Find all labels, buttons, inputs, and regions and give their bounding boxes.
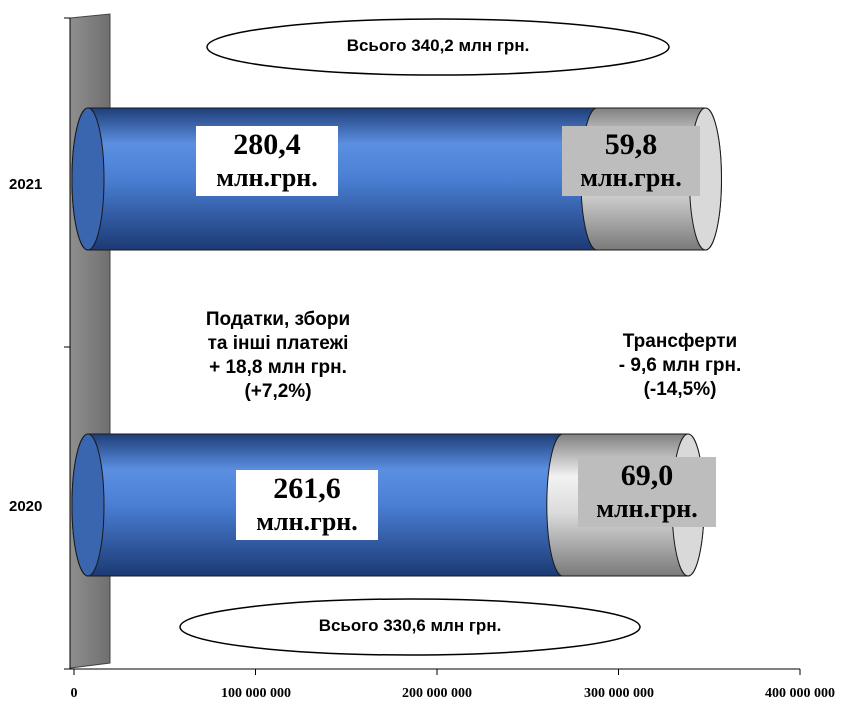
- annotation-line: + 18,8 млн грн.: [209, 357, 347, 378]
- value-number: 280,4: [233, 128, 301, 161]
- category-label-2021: 2021: [9, 176, 43, 193]
- annotation-line: (+7,2%): [244, 381, 312, 402]
- value-label-2021-taxes: 280,4 млн.грн.: [196, 126, 338, 196]
- total-label-2020: Всього 330,6 млн грн.: [318, 616, 502, 635]
- taxes-change-annotation: Податки, збори та інші платежі + 18,8 мл…: [160, 308, 396, 404]
- annotation-line: (-14,5%): [643, 379, 717, 400]
- x-tick-label: 100 000 000: [221, 686, 291, 701]
- total-label-2021: Всього 340,2 млн грн.: [346, 36, 530, 55]
- annotation-line: - 9,6 млн грн.: [618, 355, 742, 376]
- value-number: 261,6: [273, 472, 341, 505]
- annotation-line: Трансферти: [622, 331, 738, 352]
- total-ellipse-2021: [206, 18, 670, 76]
- x-tick-label: 0: [70, 686, 78, 701]
- value-label-2020-taxes: 261,6 млн.грн.: [236, 470, 378, 540]
- value-unit: млн.грн.: [580, 163, 682, 192]
- bar-2021-series-0: [71, 107, 614, 251]
- annotation-line: та інші платежі: [207, 333, 349, 354]
- bar-2020-left-cap: [71, 433, 105, 577]
- value-unit: млн.грн.: [596, 494, 698, 523]
- value-label-2021-transfers: 59,8 млн.грн.: [562, 126, 700, 196]
- value-unit: млн.грн.: [216, 163, 318, 192]
- bar-2021-left-cap: [71, 107, 105, 251]
- x-tick-label: 300 000 000: [584, 686, 654, 701]
- annotation-line: Податки, збори: [205, 309, 351, 330]
- value-number: 69,0: [620, 459, 674, 492]
- x-tick-label: 400 000 000: [765, 686, 835, 701]
- value-unit: млн.грн.: [256, 507, 358, 536]
- total-ellipse-2020: [179, 598, 641, 656]
- x-tick-label: 200 000 000: [402, 686, 472, 701]
- value-label-2020-transfers: 69,0 млн.грн.: [578, 457, 716, 527]
- value-number: 59,8: [604, 128, 658, 161]
- category-label-2020: 2020: [9, 498, 43, 515]
- transfers-change-annotation: Трансферти - 9,6 млн грн. (-14,5%): [570, 330, 790, 402]
